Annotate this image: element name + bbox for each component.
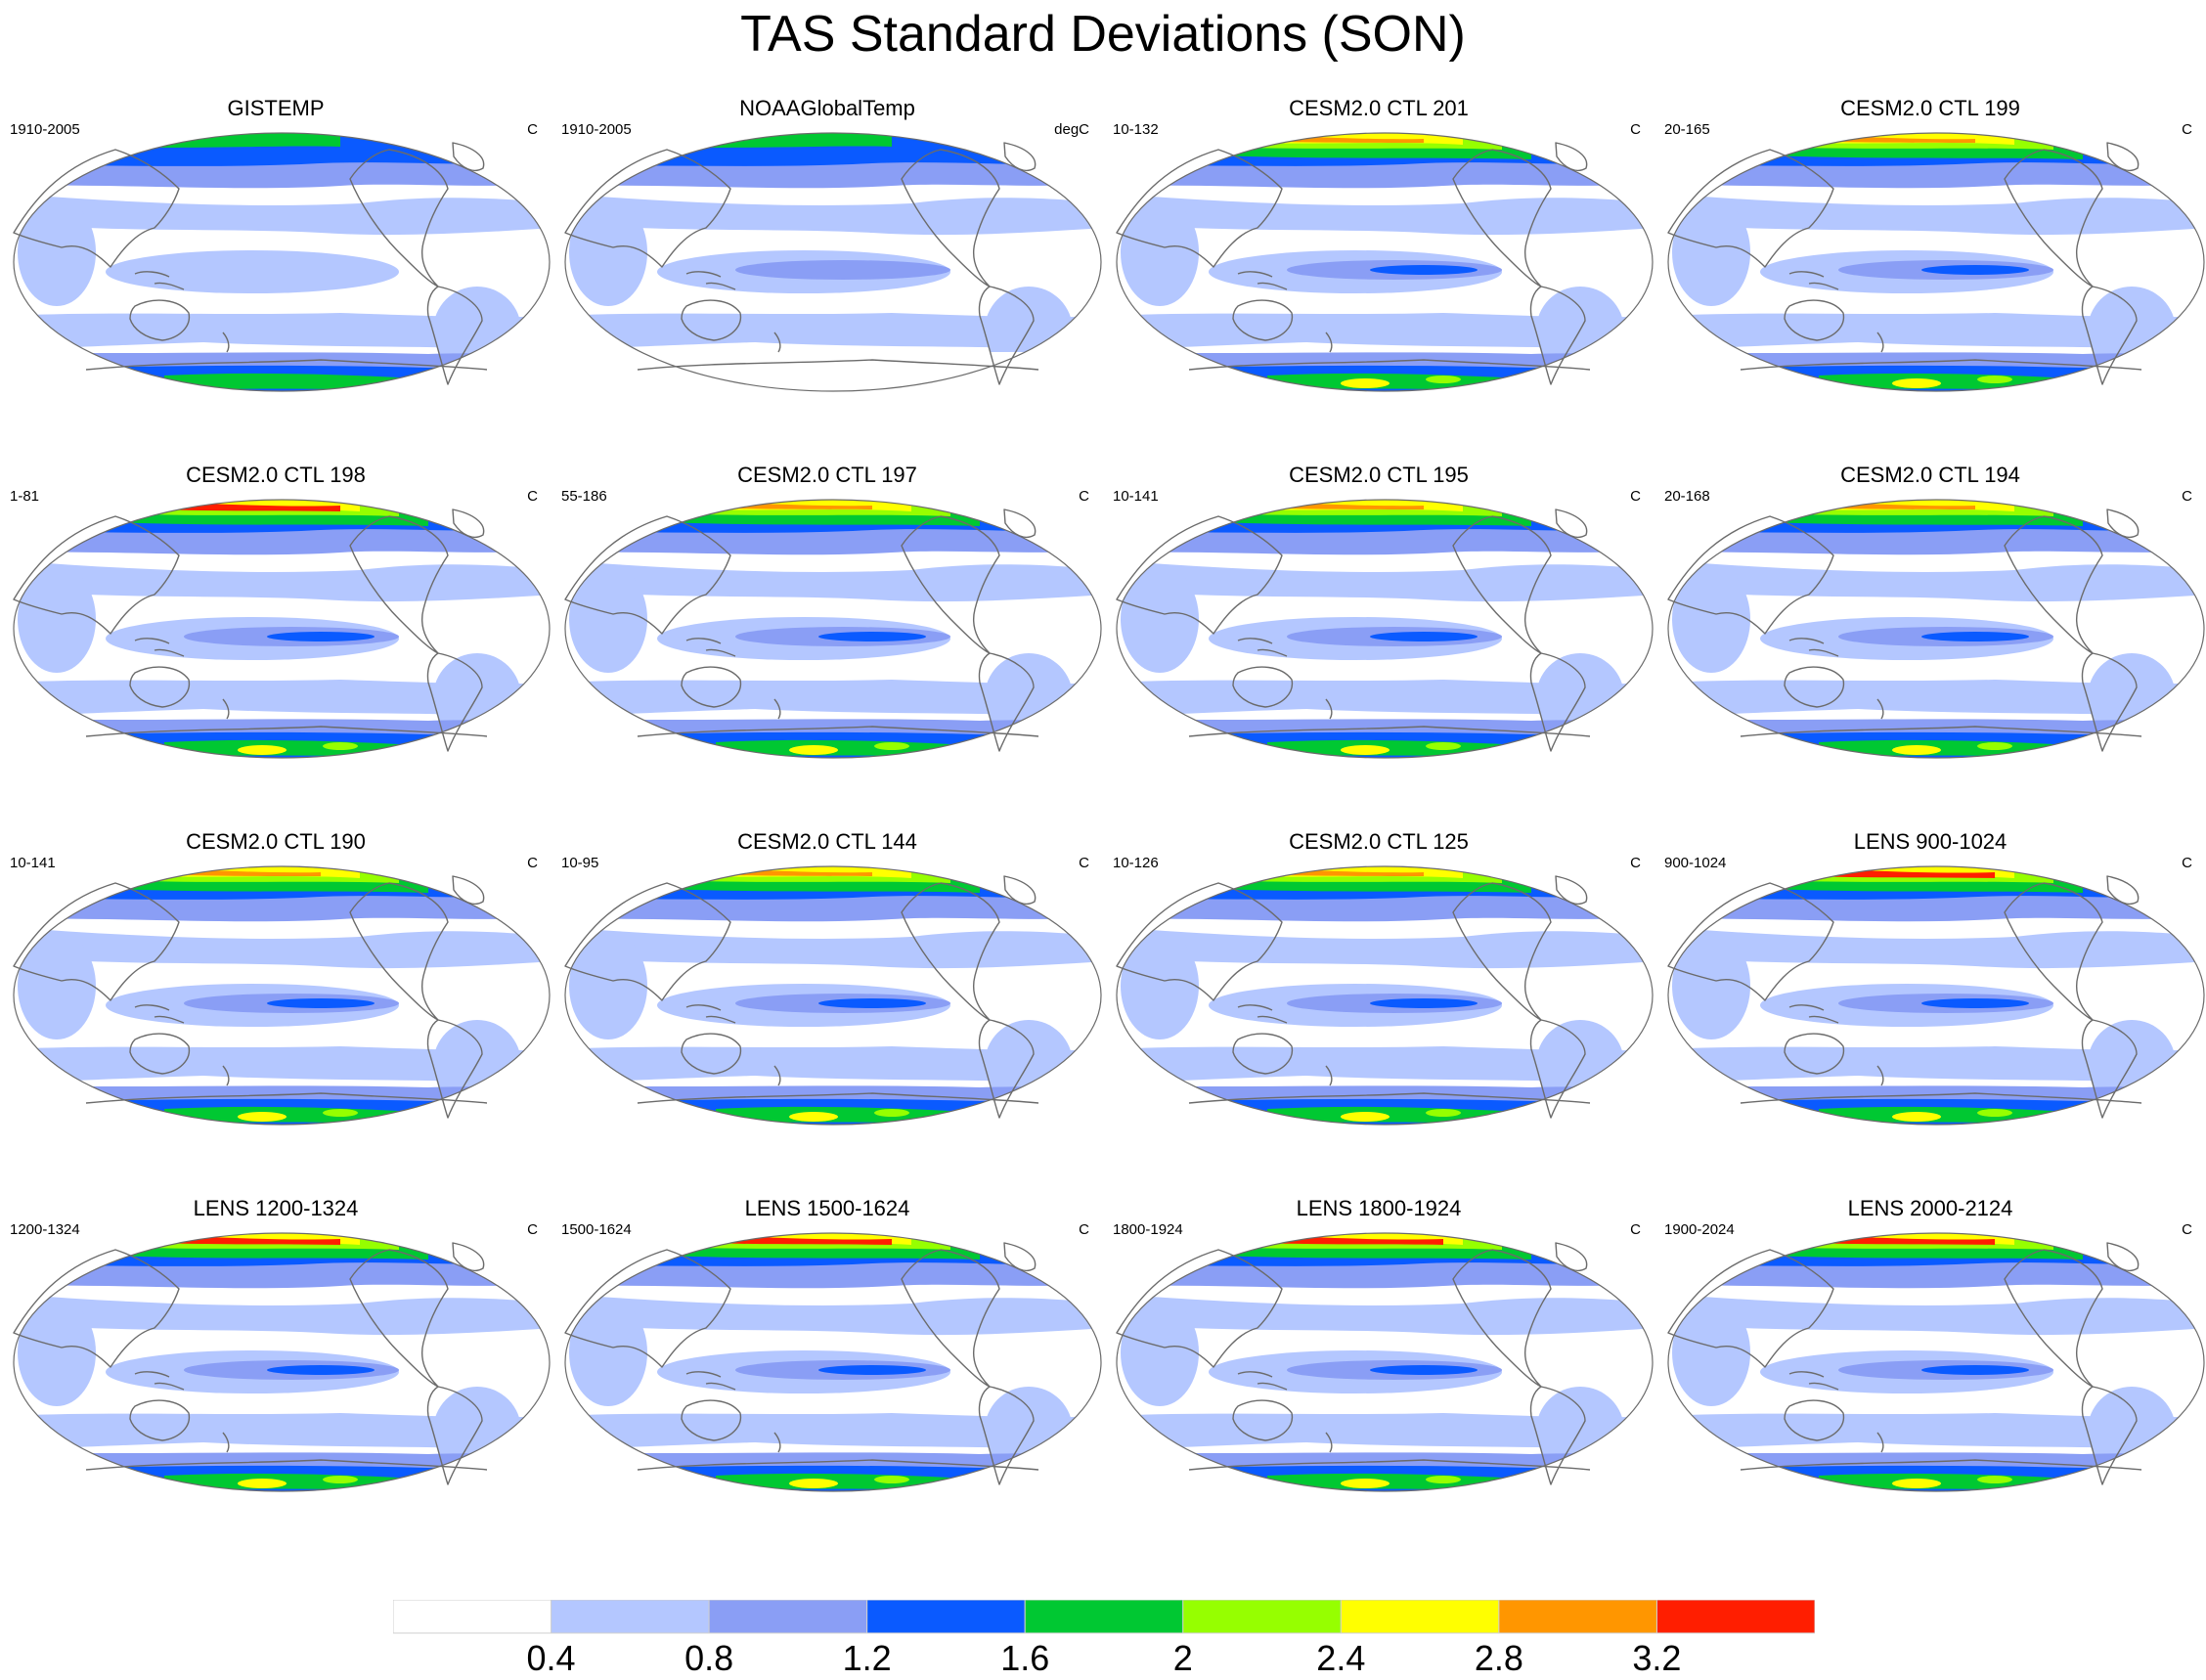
panel-period: 20-165 bbox=[1664, 121, 1710, 138]
panel-title: LENS 1200-1324 bbox=[193, 1196, 359, 1220]
map-panel: CESM2.0 CTL 144 10-95 C bbox=[552, 829, 1103, 1196]
panel-period: 10-141 bbox=[1113, 488, 1159, 505]
panel-period: 1800-1924 bbox=[1113, 1221, 1183, 1238]
panel-period: 55-186 bbox=[561, 488, 607, 505]
panel-period: 1900-2024 bbox=[1664, 1221, 1735, 1238]
panel-units: C bbox=[1079, 855, 1089, 871]
chart-title: TAS Standard Deviations (SON) bbox=[740, 6, 1466, 63]
panel-units: C bbox=[527, 121, 538, 138]
map-field bbox=[13, 1232, 551, 1492]
panel-units: C bbox=[1630, 1221, 1641, 1238]
map-panel: CESM2.0 CTL 199 20-165 C bbox=[1654, 96, 2206, 463]
colorbar-tick-label: 1.6 bbox=[1000, 1638, 1050, 1678]
map-field bbox=[1667, 132, 2205, 392]
panel-units: C bbox=[1079, 1221, 1089, 1238]
map-panel: CESM2.0 CTL 194 20-168 C bbox=[1654, 463, 2206, 829]
map-panel: CESM2.0 CTL 125 10-126 C bbox=[1103, 829, 1654, 1196]
panel-units: degC bbox=[1054, 121, 1089, 138]
colorbar-tick-label: 2 bbox=[1172, 1638, 1193, 1678]
panel-period: 1910-2005 bbox=[561, 121, 632, 138]
map-field bbox=[564, 1232, 1102, 1492]
colorbar-bin bbox=[866, 1600, 1026, 1634]
panel-period: 1200-1324 bbox=[10, 1221, 80, 1238]
map-panel: LENS 900-1024 900-1024 C bbox=[1654, 829, 2206, 1196]
map-field bbox=[564, 499, 1102, 759]
colorbar-tick-label: 2.4 bbox=[1316, 1638, 1366, 1678]
panel-title: CESM2.0 CTL 197 bbox=[737, 463, 917, 487]
map-field bbox=[1667, 499, 2205, 759]
map-panel: GISTEMP 1910-2005 C bbox=[0, 96, 552, 463]
map-field bbox=[1116, 132, 1654, 392]
map-panel: CESM2.0 CTL 190 10-141 C bbox=[0, 829, 552, 1196]
colorbar bbox=[393, 1600, 1815, 1634]
colorbar-tick-label: 1.2 bbox=[842, 1638, 892, 1678]
panel-units: C bbox=[2182, 855, 2192, 871]
map-field bbox=[13, 132, 551, 392]
panel-units: C bbox=[1630, 488, 1641, 505]
panel-period: 10-95 bbox=[561, 855, 599, 871]
panel-units: C bbox=[1079, 488, 1089, 505]
panel-title: LENS 900-1024 bbox=[1853, 829, 2007, 854]
map-field bbox=[1116, 865, 1654, 1126]
map-field bbox=[13, 865, 551, 1126]
panel-units: C bbox=[1630, 855, 1641, 871]
panel-period: 10-141 bbox=[10, 855, 56, 871]
panel-title: CESM2.0 CTL 195 bbox=[1289, 463, 1469, 487]
colorbar-bin bbox=[1024, 1600, 1184, 1634]
map-panel: CESM2.0 CTL 195 10-141 C bbox=[1103, 463, 1654, 829]
map-panel: CESM2.0 CTL 197 55-186 C bbox=[552, 463, 1103, 829]
colorbar-tick-label: 0.4 bbox=[526, 1638, 576, 1678]
map-panel: LENS 2000-2124 1900-2024 C bbox=[1654, 1196, 2206, 1563]
colorbar-tick-label: 0.8 bbox=[684, 1638, 734, 1678]
map-field bbox=[564, 865, 1102, 1126]
panel-title: CESM2.0 CTL 201 bbox=[1289, 96, 1469, 120]
map-field bbox=[1116, 499, 1654, 759]
panel-title: CESM2.0 CTL 190 bbox=[186, 829, 366, 854]
panel-title: LENS 1800-1924 bbox=[1296, 1196, 1462, 1220]
panel-units: C bbox=[2182, 121, 2192, 138]
colorbar-bin bbox=[1340, 1600, 1500, 1634]
panel-period: 10-126 bbox=[1113, 855, 1159, 871]
panel-units: C bbox=[2182, 488, 2192, 505]
colorbar-bin bbox=[708, 1600, 868, 1634]
panel-units: C bbox=[2182, 1221, 2192, 1238]
panel-title: GISTEMP bbox=[227, 96, 325, 120]
panel-period: 10-132 bbox=[1113, 121, 1159, 138]
map-field bbox=[1116, 1232, 1654, 1492]
panel-period: 20-168 bbox=[1664, 488, 1710, 505]
colorbar-tick-label: 2.8 bbox=[1474, 1638, 1523, 1678]
panel-title: CESM2.0 CTL 144 bbox=[737, 829, 917, 854]
map-panel: CESM2.0 CTL 198 1-81 C bbox=[0, 463, 552, 829]
panel-title: LENS 2000-2124 bbox=[1847, 1196, 2013, 1220]
panel-title: CESM2.0 CTL 199 bbox=[1840, 96, 2020, 120]
map-panel: NOAAGlobalTemp 1910-2005 degC bbox=[552, 96, 1103, 463]
map-panel: LENS 1200-1324 1200-1324 C bbox=[0, 1196, 552, 1563]
map-field bbox=[564, 132, 1102, 392]
panel-title: NOAAGlobalTemp bbox=[739, 96, 915, 120]
map-panel: LENS 1500-1624 1500-1624 C bbox=[552, 1196, 1103, 1563]
colorbar-tick-label: 3.2 bbox=[1632, 1638, 1682, 1678]
panel-title: CESM2.0 CTL 194 bbox=[1840, 463, 2020, 487]
map-field bbox=[1667, 1232, 2205, 1492]
colorbar-bin bbox=[551, 1600, 710, 1634]
panel-period: 900-1024 bbox=[1664, 855, 1727, 871]
colorbar-bin bbox=[393, 1600, 552, 1634]
map-field bbox=[1667, 865, 2205, 1126]
colorbar-bin bbox=[1182, 1600, 1342, 1634]
panel-units: C bbox=[527, 1221, 538, 1238]
panel-period: 1-81 bbox=[10, 488, 40, 505]
colorbar-bin bbox=[1655, 1600, 1815, 1634]
map-panel: CESM2.0 CTL 201 10-132 C bbox=[1103, 96, 1654, 463]
map-panel: LENS 1800-1924 1800-1924 C bbox=[1103, 1196, 1654, 1563]
colorbar-bin bbox=[1498, 1600, 1657, 1634]
panel-units: C bbox=[1630, 121, 1641, 138]
panel-units: C bbox=[527, 855, 538, 871]
panel-period: 1500-1624 bbox=[561, 1221, 632, 1238]
panel-units: C bbox=[527, 488, 538, 505]
panel-period: 1910-2005 bbox=[10, 121, 80, 138]
panel-title: CESM2.0 CTL 198 bbox=[186, 463, 366, 487]
panel-title: CESM2.0 CTL 125 bbox=[1289, 829, 1469, 854]
map-field bbox=[13, 499, 551, 759]
panel-title: LENS 1500-1624 bbox=[744, 1196, 910, 1220]
